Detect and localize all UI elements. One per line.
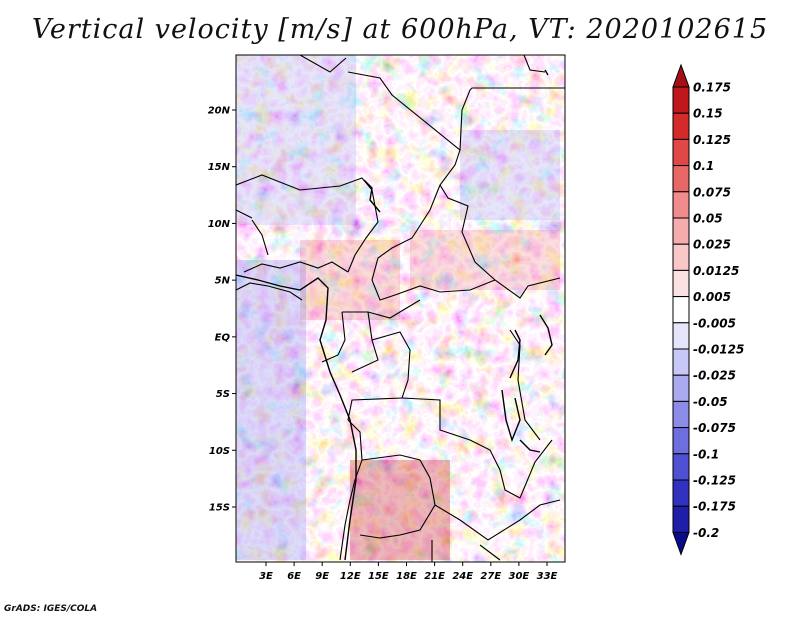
colorbar-label: 0.1 xyxy=(693,159,714,173)
colorbar-top-arrow xyxy=(672,63,690,88)
colorbar-swatch xyxy=(672,322,690,350)
lat-label: 10N xyxy=(208,219,231,230)
lon-label: 30E xyxy=(509,571,530,582)
colorbar-swatch xyxy=(672,165,690,193)
colorbar-label: 0.075 xyxy=(693,185,731,199)
grads-credit: GrADS: IGES/COLA xyxy=(4,604,98,614)
colorbar-swatch xyxy=(672,296,690,324)
colorbar-label: -0.125 xyxy=(693,474,736,488)
colorbar-swatch xyxy=(672,348,690,376)
lon-label: 21E xyxy=(424,571,445,582)
lon-label: 6E xyxy=(287,571,301,582)
lat-label: 5N xyxy=(215,276,231,287)
colorbar-label: -0.1 xyxy=(693,447,719,461)
colorbar-label: 0.125 xyxy=(693,133,731,147)
colorbar-label: -0.2 xyxy=(693,526,719,540)
colorbar-label: -0.075 xyxy=(693,421,736,435)
lat-label: 15S xyxy=(209,503,230,514)
colorbar-swatch xyxy=(672,243,690,271)
colorbar-swatch xyxy=(672,479,690,507)
colorbar-label: 0.0125 xyxy=(693,264,739,278)
colorbar-swatch xyxy=(672,374,690,402)
lon-label: 27E xyxy=(480,571,501,582)
lat-label: 20N xyxy=(208,106,231,117)
lon-label: 33E xyxy=(537,571,558,582)
colorbar-swatch xyxy=(672,138,690,167)
lon-label: 24E xyxy=(452,571,473,582)
lon-label: 9E xyxy=(315,571,329,582)
colorbar-label: -0.175 xyxy=(693,500,736,514)
colorbar-swatch xyxy=(672,217,690,245)
lat-label: 5S xyxy=(216,389,230,400)
lon-label: 15E xyxy=(368,571,389,582)
vertical-velocity-field xyxy=(236,55,565,562)
colorbar-swatch xyxy=(672,269,690,298)
colorbar-label: 0.05 xyxy=(693,212,723,226)
map-title: Vertical velocity [m/s] at 600hPa, VT: 2… xyxy=(31,14,769,45)
colorbar-swatch xyxy=(672,453,690,481)
colorbar-swatch xyxy=(672,505,690,533)
lat-label: 10S xyxy=(209,446,230,457)
colorbar-swatch xyxy=(672,191,690,219)
lon-label: 3E xyxy=(259,571,273,582)
colorbar-label: 0.175 xyxy=(693,81,731,95)
colorbar-swatch xyxy=(672,86,690,114)
colorbar: 0.175 0.15 0.125 0.1 0.075 0.05 0.025 0.0125 0.0… xyxy=(672,63,744,556)
colorbar-label: -0.0125 xyxy=(693,343,744,357)
latitude-axis: 20N 15N 10N 5N EQ 5S 10S 15S xyxy=(208,106,236,514)
lon-label: 18E xyxy=(396,571,417,582)
colorbar-swatch xyxy=(672,427,690,455)
longitude-axis: 3E 6E 9E 12E 15E 18E 21E 24E 27E 30E 33E xyxy=(259,562,558,582)
colorbar-label: 0.15 xyxy=(693,107,723,121)
lat-label: EQ xyxy=(215,332,231,343)
colorbar-label: -0.05 xyxy=(693,395,728,409)
lon-label: 12E xyxy=(340,571,361,582)
colorbar-swatch xyxy=(672,400,690,429)
colorbar-label: 0.025 xyxy=(693,238,731,252)
colorbar-label: -0.025 xyxy=(693,369,736,383)
colorbar-label: -0.005 xyxy=(693,316,736,330)
lat-label: 15N xyxy=(208,162,231,173)
map-frame xyxy=(235,54,566,563)
country-borders xyxy=(236,55,565,562)
coastlines xyxy=(236,69,553,561)
colorbar-bottom-arrow xyxy=(672,531,690,556)
colorbar-swatch xyxy=(672,112,690,140)
colorbar-label: 0.005 xyxy=(693,290,731,304)
